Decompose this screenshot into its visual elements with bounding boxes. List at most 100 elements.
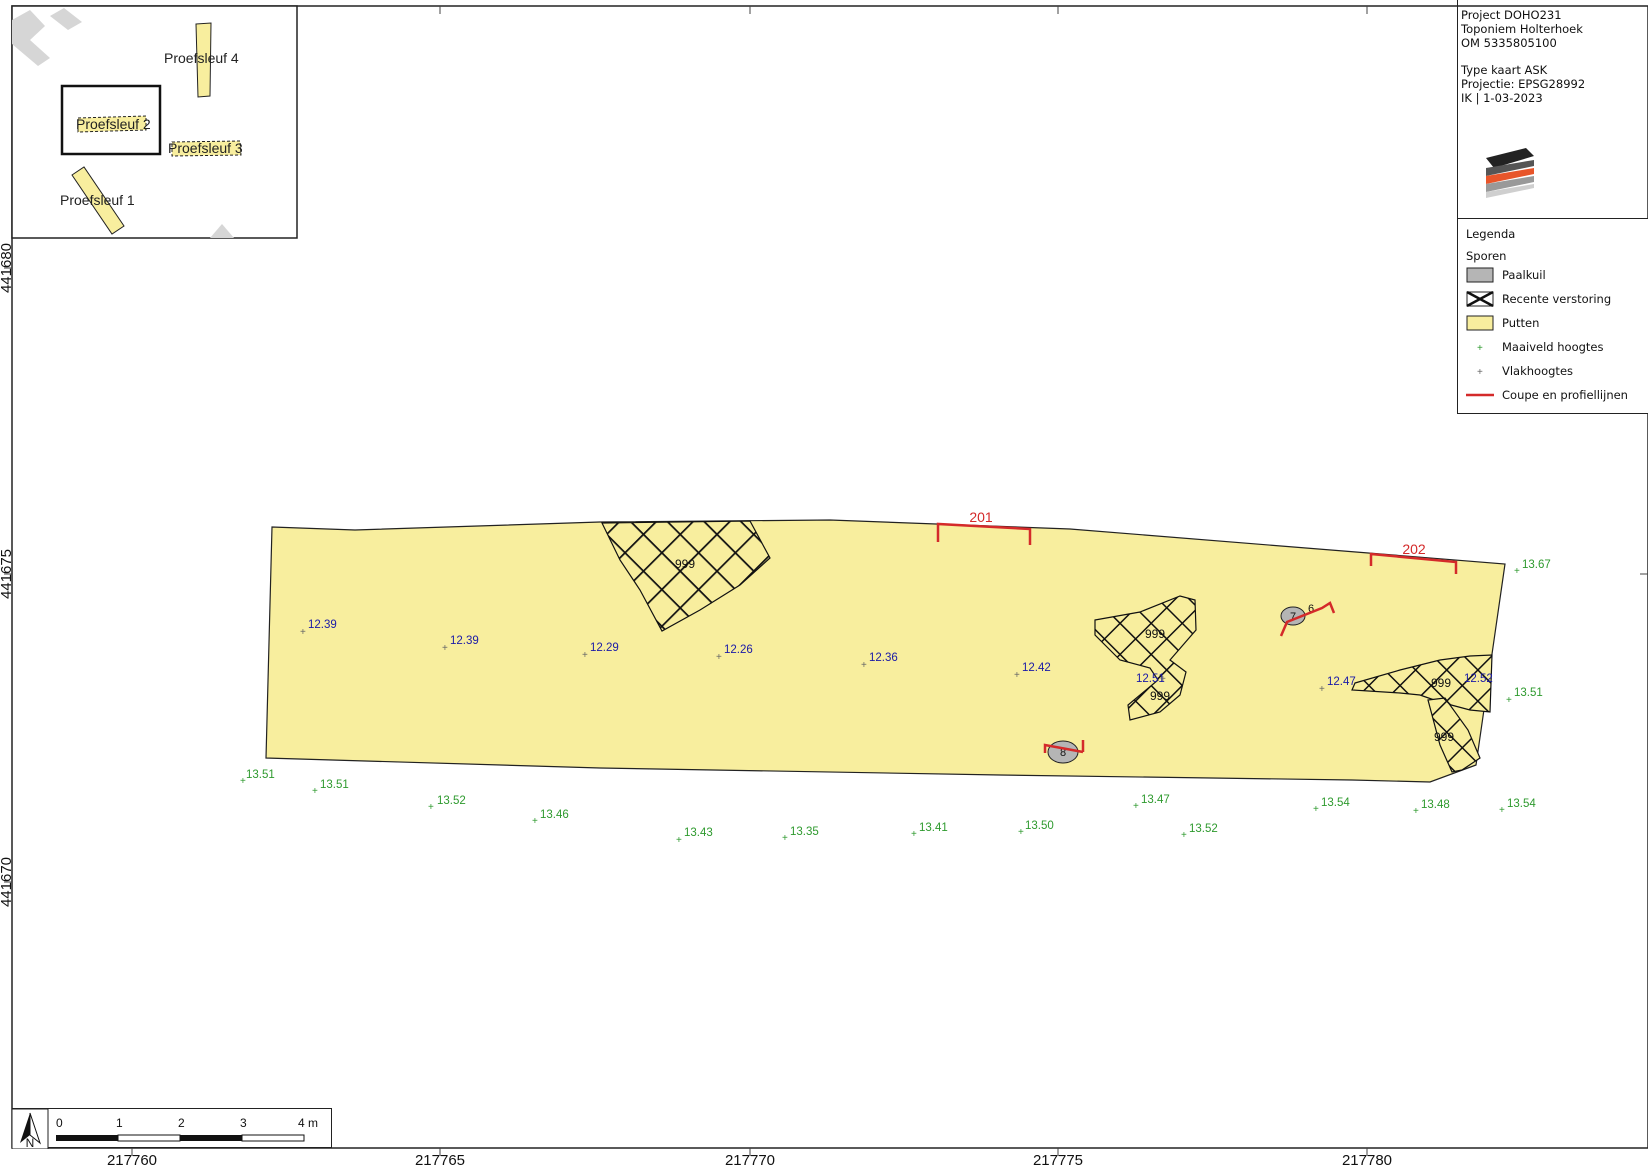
maaiveld-height-label: 13.48 xyxy=(1421,799,1450,811)
disturbance-area xyxy=(1427,697,1481,773)
info-om: OM 5335805100 xyxy=(1461,36,1557,50)
svg-text:+: + xyxy=(312,786,318,797)
svg-text:+: + xyxy=(1506,695,1512,706)
profile-label: 201 xyxy=(969,509,993,525)
x-tick-label: 217775 xyxy=(1033,1152,1083,1169)
svg-text:+: + xyxy=(1413,806,1419,817)
maaiveld-height-label: 13.50 xyxy=(1025,820,1054,832)
y-tick-label: 441670 xyxy=(0,857,15,907)
disturbance-area xyxy=(601,520,771,632)
inset-trench-label: Proefsleuf 3 xyxy=(168,140,243,156)
scale-tick-label: 0 xyxy=(56,1116,63,1130)
maaiveld-height-label: 13.52 xyxy=(1189,823,1218,835)
grid-ticks xyxy=(4,6,1648,1156)
profile-label: 202 xyxy=(1402,541,1426,557)
scale-tick-label: 1 xyxy=(116,1116,123,1130)
grey-plus-icon: + xyxy=(1477,367,1483,378)
legend-group: Sporen xyxy=(1466,249,1507,263)
svg-text:+: + xyxy=(532,816,538,827)
inset-trench-label: Proefsleuf 1 xyxy=(60,192,135,208)
disturbance-label: 999 xyxy=(1434,730,1454,744)
maaiveld-height-label: 13.41 xyxy=(919,822,948,834)
info-projectie: Projectie: EPSG28992 xyxy=(1461,77,1586,91)
maaiveld-height-label: 13.51 xyxy=(1514,687,1543,699)
company-logo-icon xyxy=(1486,148,1534,198)
legend-item-coupe: Coupe en profiellijnen xyxy=(1466,385,1646,405)
maaiveld-height-label: 13.54 xyxy=(1507,798,1536,810)
maaiveld-height-label: 13.51 xyxy=(246,769,275,781)
svg-text:+: + xyxy=(1477,343,1483,354)
scale-tick-label: 4 m xyxy=(298,1116,318,1130)
inset-map: Proefsleuf 4 Proefsleuf 2 Proefsleuf 3 P… xyxy=(11,5,298,239)
inset-trench-label: Proefsleuf 2 xyxy=(76,116,151,132)
disturbance-area xyxy=(1351,654,1493,713)
svg-text:+: + xyxy=(582,650,588,661)
svg-text:+: + xyxy=(300,627,306,638)
map-frame xyxy=(11,5,1648,1149)
disturbance-label: 999 xyxy=(1150,689,1170,703)
legend-item-paalkuil: Paalkuil xyxy=(1466,265,1646,285)
x-tick-label: 217760 xyxy=(107,1152,157,1169)
legend-panel: Legenda Sporen Paalkuil Recente verstori… xyxy=(1457,218,1648,414)
cross-hatch-icon xyxy=(1466,291,1494,307)
maaiveld-height-label: 13.43 xyxy=(684,827,713,839)
maaiveld-height-label: 13.51 xyxy=(320,779,349,791)
vlak-height-label: 12.42 xyxy=(1022,662,1051,674)
svg-text:+: + xyxy=(676,835,682,846)
info-project: Project DOHO231 xyxy=(1461,8,1562,22)
y-tick-label: 441680 xyxy=(0,243,15,293)
red-line-icon xyxy=(1466,393,1494,397)
svg-text:+: + xyxy=(1499,805,1505,816)
x-tick-label: 217765 xyxy=(415,1152,465,1169)
svg-text:+: + xyxy=(1477,367,1483,378)
vlak-heights: 12.39+ 12.39+ 12.29+ 12.26+ 12.36+ 12.42… xyxy=(300,619,1493,695)
scale-tick-label: 2 xyxy=(178,1116,185,1130)
svg-text:+: + xyxy=(1181,830,1187,841)
maaiveld-height-label: 13.47 xyxy=(1141,794,1170,806)
vlak-height-label: 12.47 xyxy=(1327,676,1356,688)
vlak-height-label: 12.51 xyxy=(1136,673,1165,685)
posthole-label: 6 xyxy=(1308,603,1314,615)
disturbance-label: 999 xyxy=(1431,676,1451,690)
info-panel: Project DOHO231 Toponiem Holterhoek OM 5… xyxy=(1459,8,1648,216)
x-tick-label: 217780 xyxy=(1342,1152,1392,1169)
svg-text:+: + xyxy=(442,643,448,654)
legend-item-recente-verstoring: Recente verstoring xyxy=(1466,289,1646,309)
profile-lines xyxy=(936,522,1458,754)
disturbance-area xyxy=(1094,595,1197,721)
svg-text:+: + xyxy=(1319,684,1325,695)
north-label: N xyxy=(26,1136,35,1149)
info-panel-frame xyxy=(1457,0,1648,218)
info-author-date: IK | 1-03-2023 xyxy=(1461,91,1543,105)
inset-trench-label: Proefsleuf 4 xyxy=(164,50,239,66)
svg-text:+: + xyxy=(240,776,246,787)
x-tick-label: 217770 xyxy=(725,1152,775,1169)
legend-item-maaiveld: + Maaiveld hoogtes xyxy=(1466,337,1646,357)
disturbance-label: 999 xyxy=(1145,627,1165,641)
maaiveld-height-label: 13.35 xyxy=(790,826,819,838)
vlak-height-label: 12.26 xyxy=(724,644,753,656)
legend-item-vlakhoogtes: + Vlakhoogtes xyxy=(1466,361,1646,381)
svg-text:+: + xyxy=(1313,804,1319,815)
vlak-height-label: 12.39 xyxy=(450,635,479,647)
posthole-label: 8 xyxy=(1060,747,1066,759)
maaiveld-height-label: 13.52 xyxy=(437,795,466,807)
info-toponiem: Toponiem Holterhoek xyxy=(1461,22,1583,36)
svg-text:+: + xyxy=(861,660,867,671)
maaiveld-height-label: 13.67 xyxy=(1522,559,1551,571)
trench-polygon xyxy=(265,519,1506,783)
maaiveld-height-label: 13.46 xyxy=(540,809,569,821)
svg-text:+: + xyxy=(1514,566,1520,577)
vlak-height-label: 12.52 xyxy=(1464,673,1493,685)
vlak-height-label: 12.29 xyxy=(590,642,619,654)
vlak-height-label: 12.36 xyxy=(869,652,898,664)
posthole-label: 7 xyxy=(1290,611,1296,623)
legend-title: Legenda xyxy=(1466,227,1516,241)
y-tick-label: 441675 xyxy=(0,549,15,599)
svg-text:+: + xyxy=(1014,670,1020,681)
north-arrow-icon: N xyxy=(12,1109,49,1149)
svg-text:+: + xyxy=(428,802,434,813)
disturbance-label: 999 xyxy=(675,557,695,571)
green-plus-icon: + xyxy=(1477,343,1483,354)
